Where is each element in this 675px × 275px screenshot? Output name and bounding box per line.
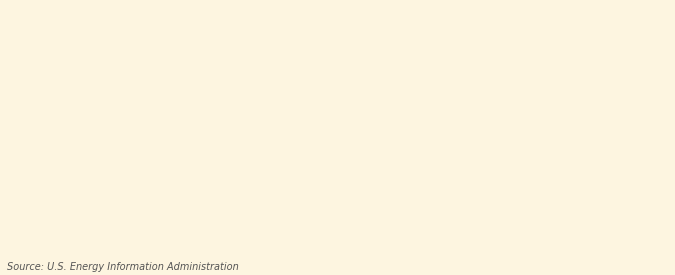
Point — [601, 219, 612, 224]
Point — [614, 218, 625, 222]
Point — [358, 219, 369, 223]
Point — [210, 212, 221, 217]
Point — [574, 219, 585, 224]
Y-axis label: Billion Cubic Feet: Billion Cubic Feet — [15, 91, 25, 187]
Point — [129, 202, 140, 206]
Point — [196, 210, 207, 214]
Point — [223, 214, 234, 219]
Point — [264, 218, 275, 222]
Point — [156, 219, 167, 224]
Point — [425, 219, 436, 223]
Point — [560, 218, 571, 223]
Point — [506, 219, 517, 224]
Point — [318, 218, 329, 223]
Point — [115, 215, 126, 220]
Point — [62, 207, 73, 211]
Point — [277, 218, 288, 222]
Point — [493, 219, 504, 223]
Point — [88, 219, 99, 224]
Point — [412, 217, 423, 221]
Point — [169, 161, 180, 166]
Point — [466, 218, 477, 222]
Point — [345, 218, 356, 222]
Text: Source: U.S. Energy Information Administration: Source: U.S. Energy Information Administ… — [7, 262, 238, 272]
Point — [142, 206, 153, 210]
Point — [385, 218, 396, 222]
Point — [628, 219, 639, 224]
Point — [533, 91, 544, 95]
Point — [75, 219, 86, 224]
Point — [372, 216, 383, 221]
Point — [439, 219, 450, 223]
Point — [479, 219, 490, 223]
Point — [237, 218, 248, 223]
Point — [452, 217, 463, 221]
Point — [102, 219, 113, 224]
Point — [587, 219, 598, 224]
Title: Annual Texas - RRC District 7B Natural Gas, Wet After Lease Separation New Reser: Annual Texas - RRC District 7B Natural G… — [16, 15, 675, 47]
Point — [250, 219, 261, 224]
Point — [183, 205, 194, 209]
Point — [291, 218, 302, 223]
Point — [547, 218, 558, 223]
Point — [304, 206, 315, 210]
Point — [399, 216, 410, 221]
Point — [331, 216, 342, 221]
Point — [520, 219, 531, 224]
